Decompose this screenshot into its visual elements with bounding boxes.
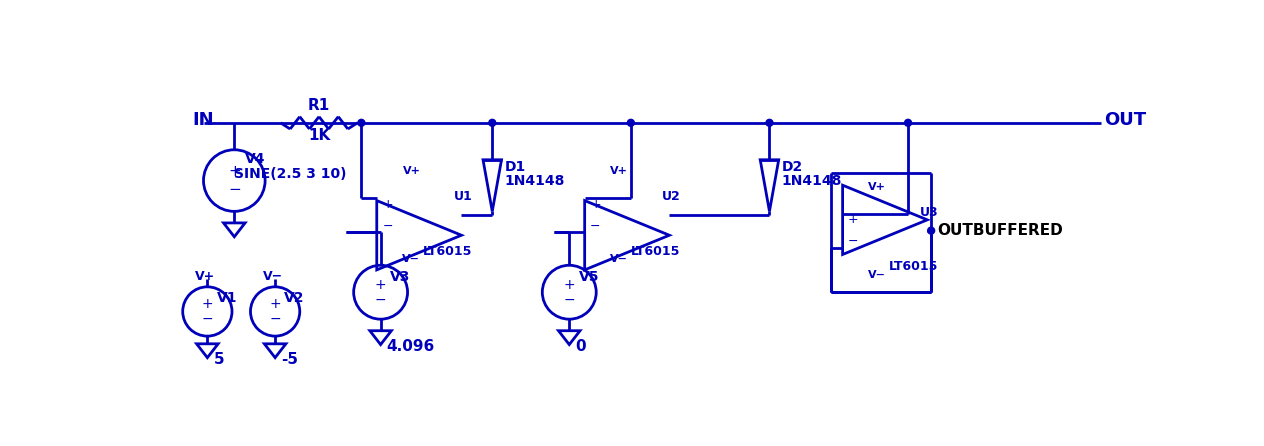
Text: +: + (228, 164, 240, 179)
Circle shape (905, 120, 911, 126)
Text: V+: V+ (868, 182, 886, 192)
Text: −: − (228, 182, 240, 197)
Text: V1: V1 (216, 291, 238, 305)
Text: IN: IN (192, 111, 214, 129)
Circle shape (358, 120, 365, 126)
Text: +: + (848, 213, 858, 226)
Text: V−: V− (263, 269, 283, 283)
Text: −: − (590, 219, 600, 232)
Text: D2: D2 (781, 161, 803, 174)
Circle shape (766, 120, 772, 126)
Text: −: − (201, 312, 214, 326)
Text: R1: R1 (308, 99, 330, 113)
Text: −: − (382, 219, 393, 232)
Text: V+: V+ (195, 269, 215, 283)
Text: V−: V− (868, 269, 886, 280)
Text: +: + (564, 277, 575, 292)
Text: U1: U1 (454, 190, 473, 203)
Text: -5: -5 (282, 352, 298, 367)
Text: V2: V2 (284, 291, 305, 305)
Text: OUTBUFFERED: OUTBUFFERED (938, 223, 1063, 238)
Text: 5: 5 (214, 352, 224, 367)
Text: +: + (382, 198, 393, 211)
Text: −: − (848, 235, 858, 248)
Text: V3: V3 (389, 270, 411, 284)
Text: V+: V+ (611, 166, 628, 176)
Text: V5: V5 (579, 270, 599, 284)
Text: D1: D1 (504, 161, 526, 174)
Text: 1N4148: 1N4148 (781, 174, 842, 188)
Text: 0: 0 (575, 339, 586, 355)
Text: V4: V4 (245, 152, 265, 166)
Text: U2: U2 (661, 190, 680, 203)
Circle shape (928, 227, 934, 234)
Text: 1N4148: 1N4148 (504, 174, 565, 188)
Text: −: − (375, 293, 387, 307)
Text: +: + (590, 198, 600, 211)
Text: LT6015: LT6015 (631, 245, 680, 258)
Text: V−: V− (402, 254, 421, 264)
Text: 1K: 1K (308, 128, 330, 143)
Circle shape (489, 120, 495, 126)
Text: V−: V− (611, 254, 628, 264)
Text: LT6015: LT6015 (889, 260, 938, 273)
Text: U3: U3 (920, 206, 938, 219)
Text: −: − (564, 293, 575, 307)
Circle shape (627, 120, 635, 126)
Text: +: + (201, 297, 214, 311)
Text: SINE(2.5 3 10): SINE(2.5 3 10) (234, 167, 346, 182)
Text: +: + (375, 277, 387, 292)
Text: LT6015: LT6015 (423, 245, 473, 258)
Text: 4.096: 4.096 (387, 339, 435, 355)
Text: OUT: OUT (1105, 111, 1146, 129)
Text: +: + (269, 297, 281, 311)
Text: V+: V+ (402, 166, 421, 176)
Text: −: − (269, 312, 281, 326)
